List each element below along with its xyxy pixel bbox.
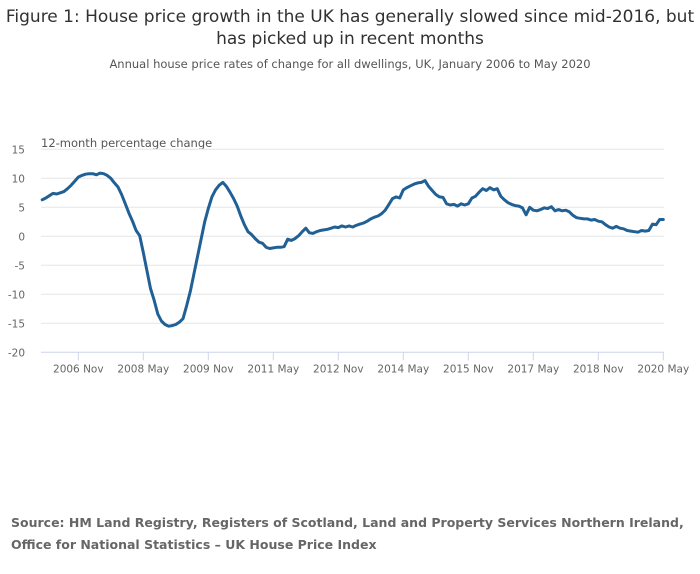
y-tick-label: -15 xyxy=(8,318,25,330)
y-tick-label: -20 xyxy=(8,347,25,359)
line-chart: 12-month percentage change 15 10 5 0 -5 -10 -1… xyxy=(8,136,689,375)
x-tick-label: 2017 May xyxy=(507,363,559,375)
x-tick-label: 2008 May xyxy=(117,363,169,375)
y-tick-label: 5 xyxy=(18,202,25,214)
y-tick-label: 10 xyxy=(12,173,25,185)
x-tick-label: 2006 Nov xyxy=(53,363,104,375)
chart-title: Figure 1: House price growth in the UK h… xyxy=(5,7,695,49)
y-tick-label: -10 xyxy=(8,289,25,301)
source-note: Source: HM Land Registry, Registers of S… xyxy=(11,515,684,552)
series-line xyxy=(40,171,665,328)
x-tick-label: 2020 May xyxy=(637,363,689,375)
y-tick-label: 0 xyxy=(18,231,25,243)
y-axis-label: 12-month percentage change xyxy=(41,136,212,150)
chart-subtitle: Annual house price rates of change for a… xyxy=(109,57,591,71)
x-tick-label: 2014 May xyxy=(377,363,429,375)
x-tick-label: 2011 May xyxy=(247,363,299,375)
x-tick-label: 2018 Nov xyxy=(573,363,624,375)
x-tick-label: 2015 Nov xyxy=(443,363,494,375)
y-tick-label: 15 xyxy=(12,144,25,156)
y-tick-label: -5 xyxy=(15,260,25,272)
x-tick-label: 2012 Nov xyxy=(313,363,364,375)
x-tick-label: 2009 Nov xyxy=(183,363,234,375)
